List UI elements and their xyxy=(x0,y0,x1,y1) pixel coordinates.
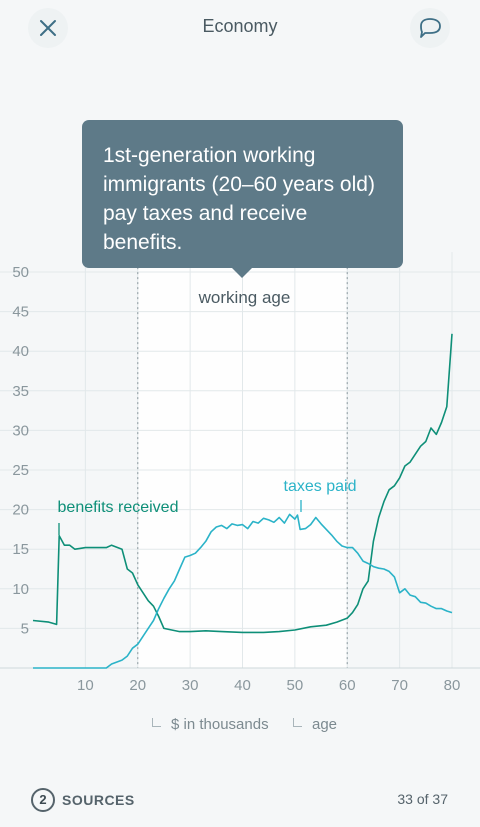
annotation-label: taxes paid xyxy=(284,478,357,495)
series-line-benefits xyxy=(32,333,453,634)
legend-y-label: $ in thousands xyxy=(171,716,269,733)
y-tick-label: 5 xyxy=(21,620,29,637)
y-tick-label: 30 xyxy=(12,422,29,439)
close-button[interactable] xyxy=(28,8,68,48)
annotation-label: benefits received xyxy=(58,499,179,516)
x-tick-label: 40 xyxy=(234,677,251,694)
comment-button[interactable] xyxy=(410,8,450,48)
tooltip-text: 1st-generation working immigrants (20–60… xyxy=(103,144,375,254)
axis-corner-icon xyxy=(293,718,302,727)
legend: $ in thousands age xyxy=(0,716,480,736)
close-icon xyxy=(40,20,56,36)
y-tick-label: 10 xyxy=(12,581,29,598)
tooltip-arrow xyxy=(231,267,253,278)
legend-x-item: age xyxy=(293,716,337,733)
footer: 2 SOURCES 33 of 37 xyxy=(0,780,480,820)
sources-count-badge: 2 xyxy=(31,788,55,812)
page-title: Economy xyxy=(202,16,278,36)
y-tick-label: 20 xyxy=(12,502,29,519)
y-tick-label: 35 xyxy=(12,383,29,400)
x-tick-label: 20 xyxy=(129,677,146,694)
x-tick-label: 30 xyxy=(182,677,199,694)
x-tick-label: 80 xyxy=(444,677,461,694)
series-line-taxes xyxy=(33,513,453,669)
x-tick-label: 60 xyxy=(339,677,356,694)
top-bar: Economy xyxy=(0,0,480,56)
page-indicator: 33 of 37 xyxy=(397,791,448,807)
axis-corner-icon xyxy=(152,718,161,727)
speech-bubble-icon xyxy=(420,18,441,38)
y-tick-label: 15 xyxy=(12,541,29,558)
legend-x-label: age xyxy=(312,716,338,733)
x-tick-label: 70 xyxy=(391,677,408,694)
y-tick-label: 40 xyxy=(12,343,29,360)
line-chart: 10 20 30 40 50 60 70 80 5 10 15 20 25 30 35 40 45 50 worki… xyxy=(0,252,480,694)
x-tick-label: 10 xyxy=(77,677,94,694)
tooltip: 1st-generation working immigrants (20–60… xyxy=(82,120,403,268)
y-tick-label: 25 xyxy=(12,462,29,479)
legend-y-item: $ in thousands xyxy=(152,716,269,733)
y-tick-label: 50 xyxy=(12,264,29,281)
x-tick-label: 50 xyxy=(287,677,304,694)
sources-label: SOURCES xyxy=(62,792,135,808)
y-tick-label: 45 xyxy=(12,304,29,321)
band-label: working age xyxy=(198,288,291,307)
